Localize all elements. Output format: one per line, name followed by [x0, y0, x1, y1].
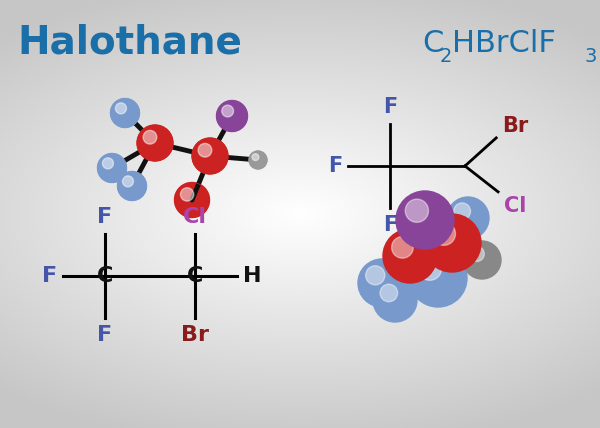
Circle shape: [249, 151, 267, 169]
Text: 2: 2: [439, 47, 452, 65]
Circle shape: [432, 222, 455, 245]
Circle shape: [110, 98, 139, 128]
Circle shape: [181, 188, 194, 201]
Text: HBrClF: HBrClF: [452, 29, 556, 57]
Text: Cl: Cl: [183, 207, 207, 227]
Text: Halothane: Halothane: [17, 24, 242, 62]
Circle shape: [143, 131, 157, 144]
Text: 3: 3: [584, 47, 596, 65]
Text: F: F: [42, 266, 57, 286]
Circle shape: [454, 203, 470, 220]
Circle shape: [396, 191, 454, 249]
Text: F: F: [97, 207, 113, 227]
Circle shape: [115, 103, 127, 114]
Circle shape: [409, 249, 467, 307]
Circle shape: [383, 229, 437, 283]
Circle shape: [358, 259, 406, 307]
Text: Br: Br: [181, 325, 209, 345]
Circle shape: [137, 125, 173, 161]
Circle shape: [469, 247, 484, 262]
Text: F: F: [383, 215, 397, 235]
Circle shape: [447, 197, 489, 239]
Text: H: H: [243, 266, 262, 286]
Circle shape: [373, 278, 417, 322]
Text: C: C: [187, 266, 203, 286]
Text: C: C: [422, 29, 443, 57]
Circle shape: [418, 257, 442, 280]
Circle shape: [365, 266, 385, 285]
Circle shape: [217, 101, 248, 131]
Circle shape: [380, 284, 398, 302]
Text: Br: Br: [502, 116, 529, 136]
Circle shape: [175, 182, 209, 217]
Circle shape: [463, 241, 501, 279]
Circle shape: [122, 176, 133, 187]
Circle shape: [198, 143, 212, 157]
Circle shape: [252, 154, 259, 160]
Text: F: F: [97, 325, 113, 345]
Text: Cl: Cl: [504, 196, 526, 216]
Circle shape: [98, 154, 127, 182]
Circle shape: [405, 199, 428, 222]
Circle shape: [392, 237, 413, 258]
Circle shape: [423, 214, 481, 272]
Text: F: F: [383, 97, 397, 117]
Circle shape: [103, 158, 113, 169]
Circle shape: [118, 172, 146, 200]
Text: C: C: [97, 266, 113, 286]
Circle shape: [222, 105, 233, 117]
Circle shape: [192, 138, 228, 174]
Text: F: F: [328, 156, 342, 176]
